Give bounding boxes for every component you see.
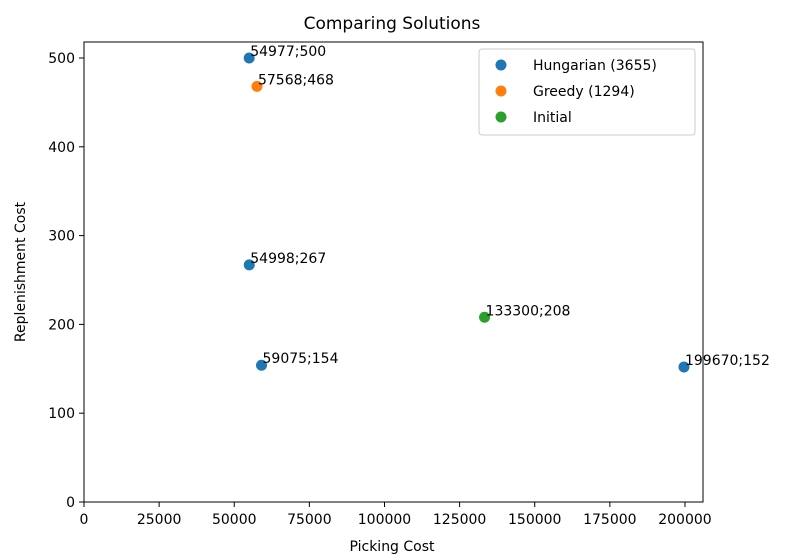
y-axis-ticks: 0 100 200 300 400 500 xyxy=(48,51,84,511)
legend-box xyxy=(478,48,696,136)
scatter-point xyxy=(256,359,268,371)
legend-label: Initial xyxy=(533,110,572,126)
x-tick-label: 75000 xyxy=(287,512,332,528)
point-label: 54977;500 xyxy=(250,44,326,60)
point-label: 133300;208 xyxy=(486,303,571,319)
x-axis-label: Picking Cost xyxy=(349,539,435,555)
y-axis-label: Replenishment Cost xyxy=(13,201,29,342)
legend-label: Hungarian (3655) xyxy=(533,58,657,74)
x-axis-ticks: 0 25000 50000 75000 100000 125000 150000 175000… xyxy=(80,502,712,528)
scatter-point xyxy=(479,311,491,323)
x-tick-label: 175000 xyxy=(583,512,636,528)
point-label: 59075;154 xyxy=(263,351,339,367)
x-tick-label: 100000 xyxy=(358,512,411,528)
y-tick-label: 100 xyxy=(48,406,75,422)
point-label: 54998;267 xyxy=(250,251,326,267)
y-tick-label: 300 xyxy=(48,229,75,245)
y-tick-label: 200 xyxy=(48,317,75,333)
scatter-point xyxy=(243,52,255,64)
chart-title: Comparing Solutions xyxy=(304,14,481,34)
y-tick-label: 500 xyxy=(48,51,75,67)
x-tick-label: 50000 xyxy=(212,512,257,528)
legend-label: Greedy (1294) xyxy=(533,84,635,100)
legend: Hungarian (3655) Greedy (1294) Initial xyxy=(478,48,696,136)
scatter-point xyxy=(251,80,263,92)
legend-marker xyxy=(495,85,507,97)
x-tick-label: 0 xyxy=(80,512,89,528)
point-label: 199670;152 xyxy=(685,353,770,369)
x-tick-label: 150000 xyxy=(508,512,561,528)
data-points: 54977;500 54998;267 59075;154 199670;152 575… xyxy=(243,44,770,373)
plot-frame xyxy=(83,41,704,503)
scatter-point xyxy=(243,259,255,271)
point-label: 57568;468 xyxy=(258,72,334,88)
legend-marker xyxy=(495,59,507,71)
y-tick-label: 400 xyxy=(48,140,75,156)
x-tick-label: 25000 xyxy=(137,512,182,528)
x-tick-label: 125000 xyxy=(433,512,486,528)
x-tick-label: 200000 xyxy=(658,512,711,528)
y-tick-label: 0 xyxy=(66,495,75,511)
legend-marker xyxy=(495,111,507,123)
scatter-point xyxy=(678,361,690,373)
